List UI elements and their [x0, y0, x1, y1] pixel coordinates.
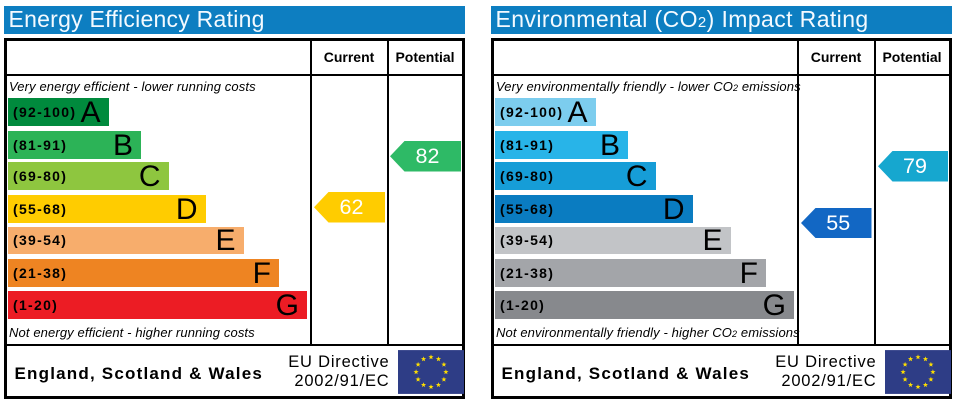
svg-text:62: 62	[339, 196, 363, 220]
svg-text:82: 82	[416, 144, 440, 168]
svg-text:79: 79	[903, 154, 927, 178]
svg-text:55: 55	[827, 211, 851, 235]
